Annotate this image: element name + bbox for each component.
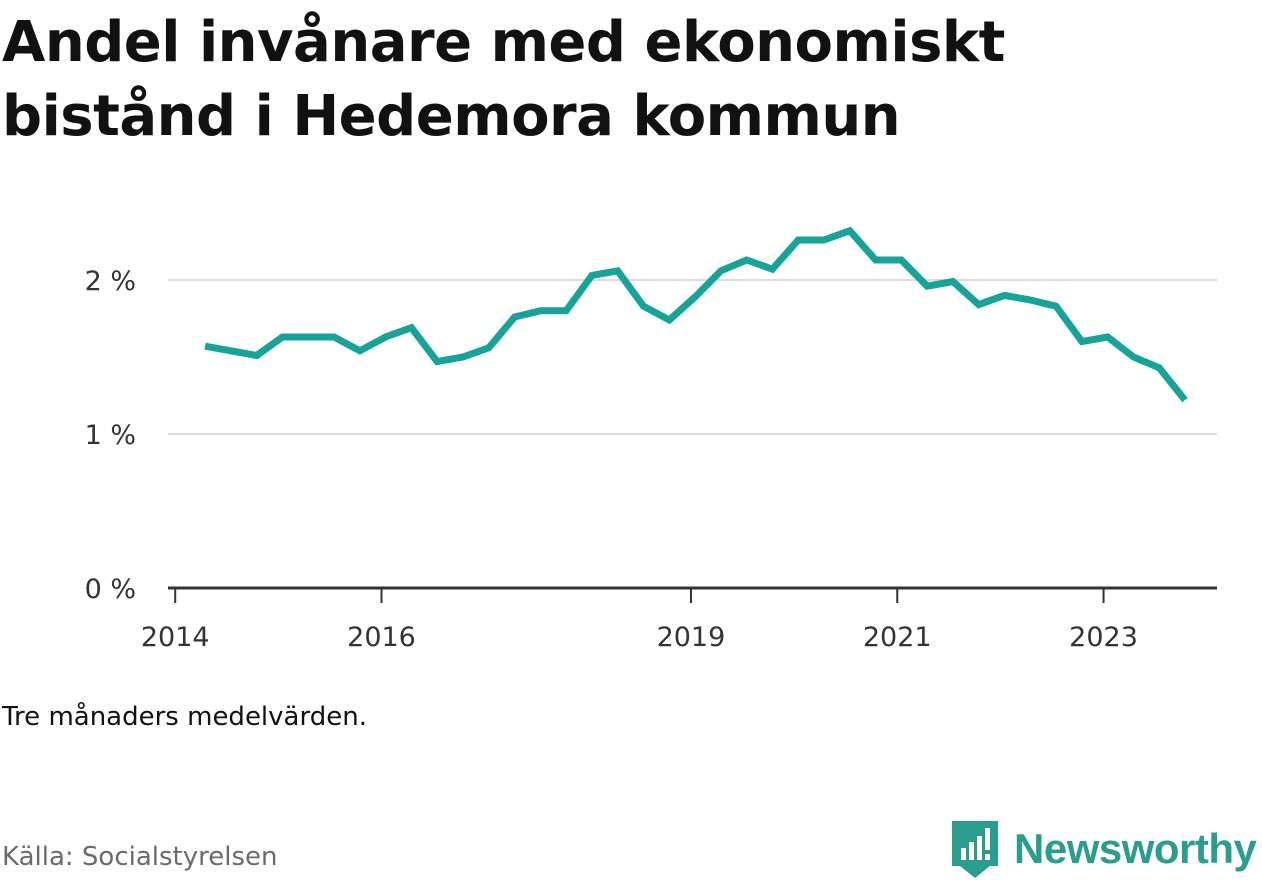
data-point (227, 347, 234, 354)
data-point (459, 354, 466, 361)
data-point (872, 256, 879, 263)
data-point (563, 307, 570, 314)
y-tick-label: 1 % (85, 420, 136, 451)
data-point (666, 317, 673, 324)
data-point (924, 283, 931, 290)
data-point (537, 307, 544, 314)
data-point (1078, 338, 1085, 345)
data-point (1104, 333, 1111, 340)
data-point (202, 343, 209, 350)
x-axis-labels: 2014 2016 2019 2021 2023 (141, 622, 1138, 653)
y-tick-label: 2 % (85, 266, 136, 297)
data-point (253, 352, 260, 359)
x-tick-label: 2019 (657, 622, 726, 653)
data-point (382, 333, 389, 340)
data-point (305, 333, 312, 340)
chart-title: Andel invånare med ekonomiskt bistånd i … (2, 10, 1005, 149)
data-point (1027, 297, 1034, 304)
gridlines (168, 279, 1217, 435)
data-point (1182, 397, 1189, 404)
chart-note: Tre månaders medelvärden. (2, 702, 367, 732)
y-axis-labels: 0 % 1 % 2 % (85, 266, 136, 605)
data-point (1001, 292, 1008, 299)
series-line (204, 226, 1188, 403)
line-chart: 0 % 1 % 2 % 2014 2016 2019 2021 2023 (85, 226, 1217, 653)
data-point (434, 358, 441, 365)
data-point (1053, 303, 1060, 310)
data-point (846, 227, 853, 234)
data-point (795, 236, 802, 243)
data-point (717, 267, 724, 274)
x-tick-label: 2023 (1069, 622, 1138, 653)
data-points (202, 227, 1189, 403)
newsworthy-logo-icon (952, 821, 998, 878)
data-point (485, 344, 492, 351)
brand-name: Newsworthy (1014, 825, 1257, 872)
data-point (975, 301, 982, 308)
data-point (614, 267, 621, 274)
data-point (1156, 364, 1163, 371)
data-point (640, 303, 647, 310)
source-credit: Källa: Socialstyrelsen (2, 842, 278, 872)
data-point (511, 313, 518, 320)
x-axis-ticks (174, 588, 1105, 603)
x-tick-label: 2016 (347, 622, 416, 653)
data-point (1130, 354, 1137, 361)
data-point (331, 333, 338, 340)
data-point (949, 278, 956, 285)
data-point (898, 256, 905, 263)
data-point (588, 272, 595, 279)
x-tick-label: 2014 (141, 622, 210, 653)
data-point (769, 266, 776, 273)
data-point (743, 256, 750, 263)
data-point (356, 347, 363, 354)
data-point (821, 236, 828, 243)
x-tick-label: 2021 (863, 622, 932, 653)
data-point (408, 324, 415, 331)
data-point (692, 293, 699, 300)
data-point (279, 333, 286, 340)
y-tick-label: 0 % (85, 574, 136, 605)
newsworthy-logo: Newsworthy (950, 818, 1257, 880)
